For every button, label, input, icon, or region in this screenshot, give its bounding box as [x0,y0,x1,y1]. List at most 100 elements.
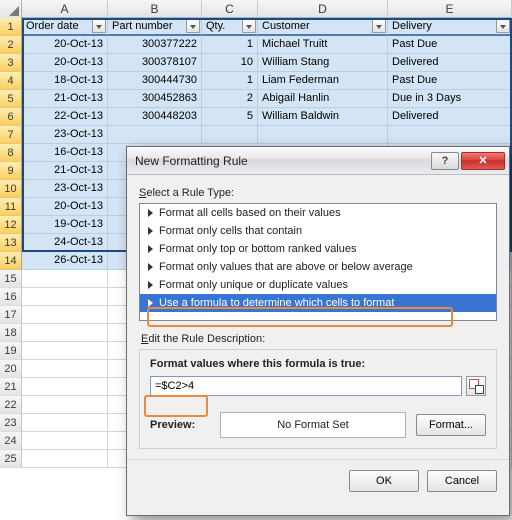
row-header[interactable]: 9 [0,162,22,180]
col-header-e[interactable]: E [388,0,512,18]
cell[interactable]: William Stang [258,54,388,72]
cancel-button[interactable]: Cancel [427,470,497,492]
cell[interactable] [22,306,108,324]
row-header[interactable]: 7 [0,126,22,144]
cell[interactable]: 20-Oct-13 [22,198,108,216]
help-button[interactable]: ? [431,152,459,170]
cell[interactable]: Past Due [388,72,512,90]
filter-dropdown-icon[interactable] [242,19,256,33]
cell[interactable]: Delivery [388,18,512,36]
cell[interactable] [22,270,108,288]
cell[interactable]: Customer [258,18,388,36]
table-row[interactable]: 723-Oct-13 [0,126,512,144]
row-header[interactable]: 24 [0,432,22,450]
cell[interactable]: Abigail Hanlin [258,90,388,108]
cell[interactable]: 300377222 [108,36,202,54]
cell[interactable] [388,126,512,144]
cell[interactable]: 300452863 [108,90,202,108]
cell[interactable]: Past Due [388,36,512,54]
cell[interactable]: 300448203 [108,108,202,126]
cell[interactable]: Qty. [202,18,258,36]
cell[interactable]: Delivered [388,54,512,72]
ok-button[interactable]: OK [349,470,419,492]
row-header[interactable]: 12 [0,216,22,234]
table-row[interactable]: 622-Oct-133004482035William BaldwinDeliv… [0,108,512,126]
col-header-d[interactable]: D [258,0,388,18]
range-selector-button[interactable] [466,376,486,396]
cell[interactable]: 5 [202,108,258,126]
row-header[interactable]: 3 [0,54,22,72]
cell[interactable] [258,126,388,144]
filter-dropdown-icon[interactable] [186,19,200,33]
cell[interactable] [22,432,108,450]
row-header[interactable]: 10 [0,180,22,198]
cell[interactable]: 21-Oct-13 [22,162,108,180]
row-header[interactable]: 14 [0,252,22,270]
cell[interactable] [22,324,108,342]
filter-dropdown-icon[interactable] [372,19,386,33]
cell[interactable] [22,396,108,414]
row-header[interactable]: 13 [0,234,22,252]
cell[interactable]: 26-Oct-13 [22,252,108,270]
cell[interactable]: 19-Oct-13 [22,216,108,234]
row-header[interactable]: 22 [0,396,22,414]
row-header[interactable]: 8 [0,144,22,162]
cell[interactable]: Due in 3 Days [388,90,512,108]
formula-input[interactable] [150,376,462,396]
cell[interactable]: 21-Oct-13 [22,90,108,108]
cell[interactable]: 22-Oct-13 [22,108,108,126]
rule-type-item[interactable]: Format only values that are above or bel… [140,258,496,276]
rule-type-item[interactable]: Format all cells based on their values [140,204,496,222]
cell[interactable]: 23-Oct-13 [22,180,108,198]
cell[interactable] [22,360,108,378]
cell[interactable]: 300378107 [108,54,202,72]
select-all-corner[interactable] [0,0,22,18]
cell[interactable]: Liam Federman [258,72,388,90]
cell[interactable]: 24-Oct-13 [22,234,108,252]
rule-type-item[interactable]: Format only top or bottom ranked values [140,240,496,258]
rule-type-item[interactable]: Format only cells that contain [140,222,496,240]
cell[interactable] [22,378,108,396]
cell[interactable]: 18-Oct-13 [22,72,108,90]
filter-dropdown-icon[interactable] [496,19,510,33]
cell[interactable]: 2 [202,90,258,108]
row-header[interactable]: 5 [0,90,22,108]
rule-type-list[interactable]: Format all cells based on their valuesFo… [139,203,497,321]
cell[interactable]: 300444730 [108,72,202,90]
cell[interactable]: 10 [202,54,258,72]
cell[interactable]: 23-Oct-13 [22,126,108,144]
row-header[interactable]: 23 [0,414,22,432]
row-header[interactable]: 15 [0,270,22,288]
row-header[interactable]: 11 [0,198,22,216]
row-header[interactable]: 2 [0,36,22,54]
dialog-titlebar[interactable]: New Formatting Rule ? ✕ [127,147,509,175]
format-button[interactable]: Format... [416,414,486,436]
cell[interactable] [202,126,258,144]
table-row[interactable]: 320-Oct-1330037810710William StangDelive… [0,54,512,72]
row-header[interactable]: 25 [0,450,22,468]
row-header[interactable]: 6 [0,108,22,126]
row-header[interactable]: 18 [0,324,22,342]
cell[interactable]: Order date [22,18,108,36]
row-header[interactable]: 16 [0,288,22,306]
cell[interactable]: William Baldwin [258,108,388,126]
table-row[interactable]: 418-Oct-133004447301Liam FedermanPast Du… [0,72,512,90]
table-row[interactable]: 1Order datePart numberQty.CustomerDelive… [0,18,512,36]
row-header[interactable]: 17 [0,306,22,324]
cell[interactable] [22,450,108,468]
cell[interactable]: 20-Oct-13 [22,36,108,54]
cell[interactable] [22,414,108,432]
row-header[interactable]: 21 [0,378,22,396]
rule-type-item[interactable]: Format only unique or duplicate values [140,276,496,294]
cell[interactable]: Part number [108,18,202,36]
col-header-b[interactable]: B [108,0,202,18]
cell[interactable]: 1 [202,36,258,54]
table-row[interactable]: 220-Oct-133003772221Michael TruittPast D… [0,36,512,54]
cell[interactable] [22,288,108,306]
filter-dropdown-icon[interactable] [92,19,106,33]
close-button[interactable]: ✕ [461,152,505,170]
cell[interactable]: 20-Oct-13 [22,54,108,72]
table-row[interactable]: 521-Oct-133004528632Abigail HanlinDue in… [0,90,512,108]
row-header[interactable]: 20 [0,360,22,378]
row-header[interactable]: 19 [0,342,22,360]
